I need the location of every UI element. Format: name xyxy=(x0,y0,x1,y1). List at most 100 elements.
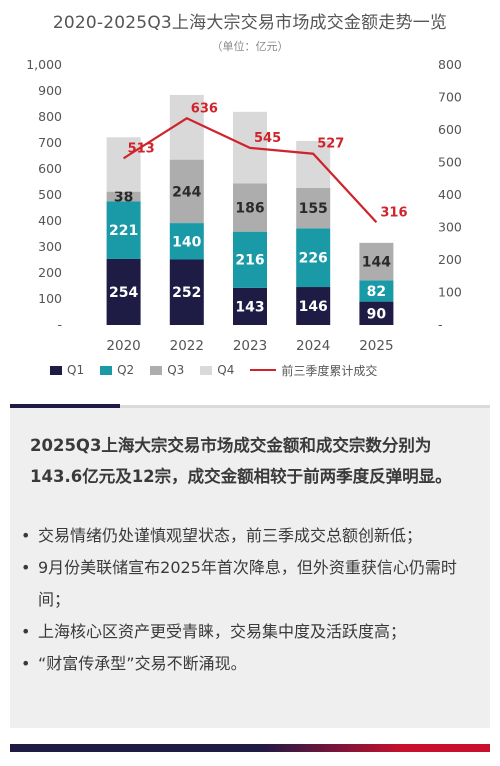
x-tick-label: 2020 xyxy=(106,338,140,354)
line-value-label: 527 xyxy=(317,137,344,152)
bar-q4-2022 xyxy=(169,94,204,160)
y-left-tick-label: 200 xyxy=(38,265,62,280)
summary-bullet-text: “财富传承型”交易不断涌现。 xyxy=(38,654,247,673)
summary-bullet-2: • 9月份美联储宣布2025年首次降息，但外资重获信心仍需时间； xyxy=(18,552,478,616)
x-tick-label: 2024 xyxy=(296,338,330,354)
bar-q3-2020 xyxy=(106,191,141,202)
y-left-tick-label: 500 xyxy=(38,187,62,202)
bar-value-label: 82 xyxy=(367,284,386,300)
legend-swatch-q3 xyxy=(150,365,163,375)
bar-q3-2022 xyxy=(169,159,204,224)
bullet-dot: • xyxy=(21,558,31,577)
x-tick-label: 2022 xyxy=(170,338,204,354)
bar-q3-2025 xyxy=(359,242,394,281)
bar-value-label: 226 xyxy=(299,251,328,267)
bullet-dot: • xyxy=(21,622,31,641)
y-left-tick-label: 100 xyxy=(38,291,62,306)
bar-q2-2024 xyxy=(296,228,331,288)
y-right-tick-label: 700 xyxy=(438,90,462,105)
bar-value-label: 155 xyxy=(299,201,328,217)
bar-q1-2022 xyxy=(169,259,204,325)
bar-value-label: 38 xyxy=(114,190,133,206)
y-right-tick-label: 500 xyxy=(438,155,462,170)
bar-q2-2023 xyxy=(233,231,267,288)
line-value-label: 513 xyxy=(128,141,155,156)
legend-item-q2: Q2 xyxy=(100,363,134,377)
bullet-dot: • xyxy=(21,654,31,673)
bar-value-label: 254 xyxy=(109,285,138,301)
bar-q3-2023 xyxy=(233,183,267,232)
bar-value-label: 186 xyxy=(235,200,264,216)
legend-label-q1: Q1 xyxy=(67,363,85,377)
bar-q4-2020 xyxy=(106,137,141,192)
bar-q2-2022 xyxy=(169,223,204,260)
legend-item-q3: Q3 xyxy=(150,363,184,377)
legend-item-q4: Q4 xyxy=(200,363,234,377)
legend-swatch-q4 xyxy=(200,365,213,375)
footer-gradient-bar xyxy=(10,744,490,752)
y-right-tick-label: - xyxy=(438,317,443,332)
bar-value-label: 252 xyxy=(172,285,201,301)
y-left-tick-label: 1,000 xyxy=(26,57,62,72)
legend-label-q3: Q3 xyxy=(167,363,185,377)
legend-swatch-q2 xyxy=(100,365,113,375)
x-tick-label: 2025 xyxy=(359,338,393,354)
legend-label-cumulative-line: 前三季度累计成交 xyxy=(281,363,378,378)
bar-value-label: 221 xyxy=(109,223,138,239)
y-left-tick-label: 300 xyxy=(38,239,62,254)
legend-label-q4: Q4 xyxy=(217,363,235,377)
summary-bullet-1: • 交易情绪仍处谨慎观望状态，前三季成交总额创新低； xyxy=(18,520,478,552)
bar-q1-2020 xyxy=(106,258,141,325)
bar-q1-2025 xyxy=(359,301,394,325)
summary-bullet-4: • “财富传承型”交易不断涌现。 xyxy=(18,648,478,680)
y-right-tick-label: 400 xyxy=(438,187,462,202)
section-divider xyxy=(10,405,490,408)
y-right-tick-label: 800 xyxy=(438,57,462,72)
y-left-tick-label: 800 xyxy=(38,109,62,124)
legend-item-q1: Q1 xyxy=(50,363,84,377)
bar-q2-2020 xyxy=(106,201,141,259)
legend-label-q2: Q2 xyxy=(117,363,135,377)
bar-q2-2025 xyxy=(359,280,394,302)
y-left-tick-label: 900 xyxy=(38,83,62,98)
y-left-tick-label: 700 xyxy=(38,135,62,150)
summary-bullet-text: 上海核心区资产更受青睐，交易集中度及活跃度高； xyxy=(38,622,407,641)
x-tick-label: 2023 xyxy=(233,338,267,354)
cumulative-line xyxy=(123,117,378,224)
bar-value-label: 143 xyxy=(235,299,264,315)
bar-value-label: 216 xyxy=(235,253,264,269)
y-left-tick-label: - xyxy=(57,317,62,332)
section-divider-accent xyxy=(10,404,120,409)
legend-item-cumulative-line: 前三季度累计成交 xyxy=(250,362,377,379)
y-right-tick-label: 600 xyxy=(438,122,462,137)
line-value-label: 545 xyxy=(254,131,281,146)
summary-bullet-list: • 交易情绪仍处谨慎观望状态，前三季成交总额创新低； • 9月份美联储宣布2025年… xyxy=(18,520,478,680)
summary-panel: 2025Q3上海大宗交易市场成交金额和成交宗数分别为143.6亿元及12宗，成交… xyxy=(10,408,490,728)
bar-value-label: 244 xyxy=(172,184,201,200)
y-right-tick-label: 100 xyxy=(438,285,462,300)
summary-bullet-text: 9月份美联储宣布2025年首次降息，但外资重获信心仍需时间； xyxy=(38,558,457,609)
bar-q1-2023 xyxy=(233,287,267,325)
y-right-tick-label: 200 xyxy=(438,252,462,267)
bar-value-label: 140 xyxy=(172,234,201,250)
bar-q1-2024 xyxy=(296,287,331,325)
stacked-bar-line-chart: - 100 200 300 400 500 600 700 800 900 1,000 - 100 200… xyxy=(26,57,462,354)
y-left-tick-label: 600 xyxy=(38,161,62,176)
y-left-tick-label: 400 xyxy=(38,213,62,228)
unit-subtitle: （单位：亿元） xyxy=(211,40,289,53)
bar-value-label: 144 xyxy=(362,255,391,271)
line-value-label: 636 xyxy=(191,101,218,116)
legend-swatch-line xyxy=(250,369,277,371)
y-right-tick-label: 300 xyxy=(438,220,462,235)
summary-bullet-3: • 上海核心区资产更受青睐，交易集中度及活跃度高； xyxy=(18,616,478,648)
bar-q3-2024 xyxy=(296,187,331,229)
legend-swatch-q1 xyxy=(50,365,62,375)
chart-legend: Q1 Q2 Q3 Q4 前三季度累计成交 xyxy=(50,361,490,379)
bullet-dot: • xyxy=(21,526,31,545)
line-value-label: 316 xyxy=(380,205,407,220)
page-title: 2020-2025Q3上海大宗交易市场成交金额走势一览 xyxy=(52,13,448,33)
bar-value-label: 90 xyxy=(367,306,387,322)
summary-headline: 2025Q3上海大宗交易市场成交金额和成交宗数分别为143.6亿元及12宗，成交… xyxy=(30,436,452,486)
bar-value-label: 146 xyxy=(299,299,328,315)
summary-bullet-text: 交易情绪仍处谨慎观望状态，前三季成交总额创新低； xyxy=(38,526,423,545)
